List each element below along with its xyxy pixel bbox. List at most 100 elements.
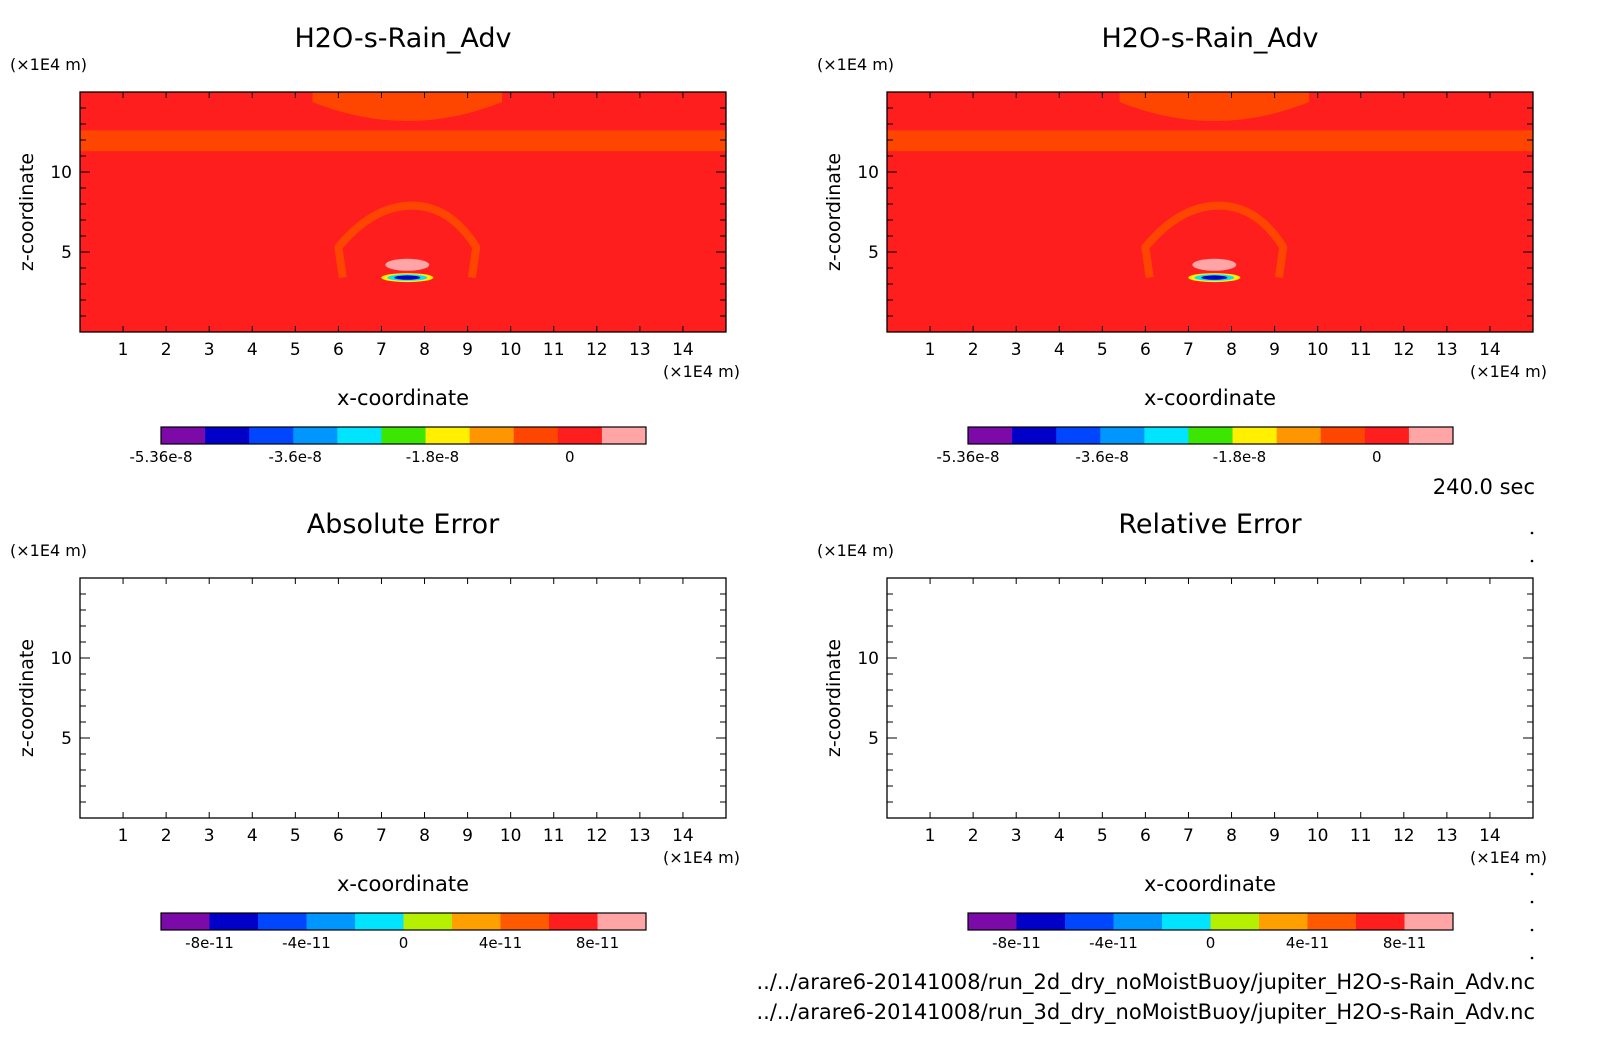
x-tick-label: 5	[1097, 340, 1108, 360]
x-tick-label: 3	[204, 340, 215, 360]
colorbar-tick-label: 4e-11	[1286, 934, 1329, 952]
colorbar-tick-label: 0	[1372, 448, 1382, 466]
x-tick-label: 9	[462, 340, 473, 360]
x-tick-label: 10	[1307, 340, 1329, 360]
colorbar-tick-label: -8e-11	[992, 934, 1041, 952]
y-axis-label: z-coordinate	[16, 639, 38, 757]
file-path-2d: ../../arare6-20141008/run_2d_dry_noMoist…	[756, 970, 1535, 995]
x-tick-label: 4	[247, 340, 258, 360]
field-arch	[1141, 201, 1288, 279]
colorbar-swatch	[557, 427, 603, 444]
colorbar-swatch	[968, 913, 1017, 930]
y-tick-label: 5	[868, 729, 879, 749]
y-axis-label: z-coordinate	[16, 153, 38, 271]
colorbar-swatch	[1188, 427, 1234, 444]
x-unit-label: (×1E4 m)	[663, 848, 740, 867]
x-tick-label: 13	[1436, 340, 1458, 360]
colorbar-swatch	[1113, 913, 1163, 930]
colorbar: -5.36e-8 -3.6e-8 -1.8e-8 0	[937, 426, 1454, 466]
x-tick-label: 2	[968, 340, 979, 360]
colorbar-swatch	[425, 427, 471, 444]
field-background	[887, 92, 1533, 332]
colorbar-swatch	[1307, 913, 1357, 930]
x-tick-label: 9	[462, 826, 473, 846]
colorbar-swatch	[597, 913, 647, 930]
x-tick-label: 3	[204, 826, 215, 846]
y-axis-label: z-coordinate	[823, 639, 845, 757]
x-tick-label: 2	[161, 826, 172, 846]
x-axis-label: x-coordinate	[1144, 386, 1276, 410]
heatmap-field	[80, 92, 726, 332]
x-tick-label: 10	[500, 826, 522, 846]
x-tick-label: 7	[376, 826, 387, 846]
x-tick-label: 6	[1140, 826, 1151, 846]
x-tick-label: 12	[586, 826, 608, 846]
x-tick-label: 13	[629, 826, 651, 846]
colorbar-swatch	[1276, 427, 1322, 444]
dot-marks	[1530, 531, 1534, 960]
x-tick-label: 9	[1269, 340, 1280, 360]
x-tick-label: 6	[333, 340, 344, 360]
y-tick-label: 5	[61, 243, 72, 263]
colorbar-tick-label: 0	[399, 934, 409, 952]
colorbar-tick-label: -3.6e-8	[1075, 448, 1128, 466]
chart-title: H2O-s-Rain_Adv	[295, 23, 512, 54]
field-positive-blob	[1192, 258, 1237, 271]
colorbar-swatch	[1065, 913, 1114, 930]
x-tick-label: 1	[925, 340, 936, 360]
colorbar-swatch	[469, 427, 515, 444]
colorbar-swatch	[337, 427, 382, 444]
colorbar-swatch	[1016, 913, 1066, 930]
colorbar-swatch	[205, 427, 250, 444]
colorbar: -8e-11 -4e-11 0 4e-11 8e-11	[967, 912, 1454, 952]
chart-panel-3: Absolute Error(×1E4 m)1 2 3 4 5 6 7 8 9 10 11 12 13 1…	[10, 509, 740, 952]
colorbar-frame	[160, 426, 647, 445]
x-tick-label: 7	[376, 340, 387, 360]
x-tick-label: 11	[543, 826, 565, 846]
x-tick-label: 11	[1350, 340, 1372, 360]
y-tick-label: 5	[61, 729, 72, 749]
colorbar-swatch	[161, 913, 210, 930]
x-tick-label: 2	[161, 340, 172, 360]
y-tick-label: 10	[50, 163, 72, 183]
chart-panel-4: Relative Error(×1E4 m)1 2 3 4 5 6 7 8 9 10 11 12 13 1…	[817, 509, 1547, 952]
x-tick-label: 14	[672, 340, 694, 360]
chart-title: Absolute Error	[307, 509, 500, 540]
x-tick-label: 12	[586, 340, 608, 360]
colorbar-frame	[967, 912, 1454, 931]
field-upper-band	[80, 130, 726, 152]
colorbar-swatch	[161, 427, 206, 444]
x-tick-label: 11	[543, 340, 565, 360]
y-unit-label: (×1E4 m)	[10, 541, 87, 560]
field-arch	[334, 201, 481, 279]
colorbar-swatch	[500, 913, 550, 930]
y-tick-label: 10	[50, 649, 72, 669]
colorbar-swatch	[1162, 913, 1211, 930]
colorbar-swatch	[452, 913, 501, 930]
colorbar-tick-label: -4e-11	[282, 934, 331, 952]
colorbar-tick-label: 0	[1206, 934, 1216, 952]
chart-title: Relative Error	[1118, 509, 1302, 540]
x-tick-label: 1	[925, 826, 936, 846]
colorbar-swatch	[1356, 913, 1405, 930]
colorbar-swatch	[209, 913, 259, 930]
colorbar-swatch	[1232, 427, 1278, 444]
time-label: 240.0 sec	[1433, 475, 1535, 499]
x-axis-label: x-coordinate	[337, 386, 469, 410]
x-tick-label: 5	[290, 340, 301, 360]
colorbar-tick-label: 8e-11	[1383, 934, 1426, 952]
colorbar-frame	[967, 426, 1454, 445]
colorbar-tick-label: 8e-11	[576, 934, 619, 952]
x-tick-label: 7	[1183, 340, 1194, 360]
x-tick-label: 11	[1350, 826, 1372, 846]
x-tick-label: 1	[118, 340, 129, 360]
x-tick-label: 2	[968, 826, 979, 846]
x-tick-label: 14	[672, 826, 694, 846]
x-unit-label: (×1E4 m)	[1470, 848, 1547, 867]
y-unit-label: (×1E4 m)	[817, 55, 894, 74]
colorbar-swatch	[249, 427, 294, 444]
x-tick-label: 4	[1054, 340, 1065, 360]
colorbar: -5.36e-8 -3.6e-8 -1.8e-8 0	[130, 426, 647, 466]
colorbar-swatch	[1320, 427, 1366, 444]
